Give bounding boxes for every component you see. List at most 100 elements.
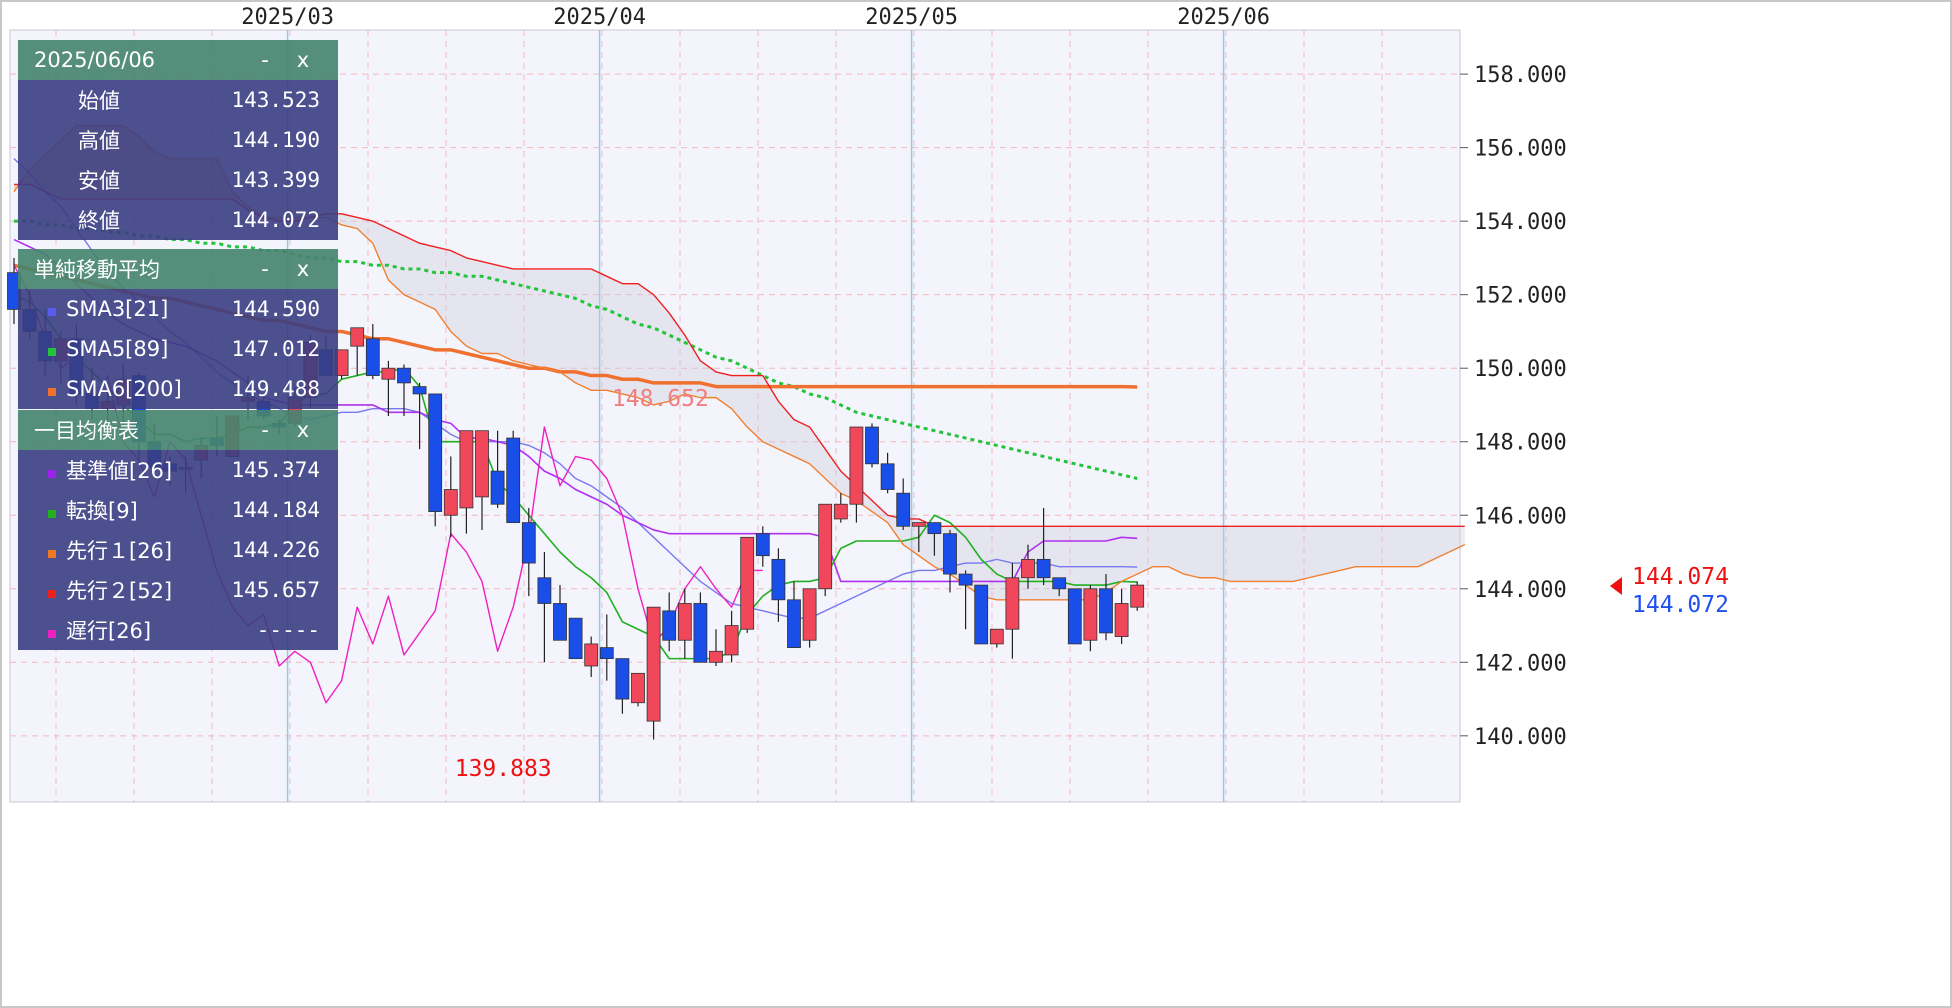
close-button[interactable]: x <box>296 418 310 442</box>
candle-body <box>350 327 365 347</box>
candle-body <box>412 386 427 395</box>
ichimoku-cloud <box>1215 526 1231 582</box>
ohlc-row-value: 144.190 <box>231 128 320 152</box>
candle-body <box>802 588 817 641</box>
sma-row: SMA6[200] 149.488 <box>18 369 338 409</box>
price-tag: 144.072 <box>1632 592 1729 618</box>
y-tick-label: 144.000 <box>1474 578 1567 603</box>
sma-panel-title: 単純移動平均 <box>34 258 160 282</box>
legend-swatch-icon <box>48 550 56 558</box>
ichimoku-cloud <box>872 500 888 523</box>
close-button[interactable]: x <box>296 257 310 281</box>
candle-body <box>537 577 552 604</box>
candle-body <box>818 503 833 590</box>
candle-body <box>1083 588 1098 641</box>
candle <box>818 503 833 597</box>
y-tick-label: 146.000 <box>1474 504 1567 529</box>
candle <box>490 430 505 508</box>
ichimoku-cloud <box>372 221 389 280</box>
candle <box>755 526 770 567</box>
ohlc-row-label-text: 高値 <box>78 129 120 153</box>
candle <box>787 581 801 648</box>
y-tick-label: 142.000 <box>1474 651 1567 676</box>
candle <box>475 430 489 530</box>
candle <box>693 592 708 663</box>
ohlc-row: 高値 144.190 <box>18 120 338 160</box>
candle-body <box>1114 603 1129 637</box>
price-tag: 144.074 <box>1632 564 1729 590</box>
candle-body <box>1021 558 1035 579</box>
candle-body <box>911 522 926 527</box>
legend-swatch-icon <box>48 630 56 638</box>
ichimoku-row: 基準値[26] 145.374 <box>18 450 338 490</box>
price-annotation: 139.883 <box>455 756 552 782</box>
candle <box>943 529 957 593</box>
legend-swatch-icon <box>48 308 56 316</box>
x-tick-label: 2025/06 <box>1177 5 1270 30</box>
candle-body <box>568 617 583 660</box>
candle-body <box>397 367 411 384</box>
candle <box>459 430 474 534</box>
candle <box>771 548 786 622</box>
ichimoku-cloud <box>1418 526 1434 567</box>
candle <box>537 552 552 663</box>
candle-body <box>849 426 864 505</box>
ichimoku-cloud <box>1230 526 1247 582</box>
ichimoku-cloud <box>482 261 498 354</box>
candle-body <box>521 522 536 564</box>
candle <box>1005 563 1020 659</box>
candle-body <box>724 625 739 656</box>
candle <box>381 360 396 416</box>
candle <box>397 364 411 416</box>
candle-body <box>974 584 989 645</box>
ohlc-row: 安値 143.399 <box>18 160 338 200</box>
candle <box>1052 577 1067 597</box>
candle <box>1083 585 1098 652</box>
ichimoku-cloud <box>794 419 810 464</box>
candle <box>1130 581 1145 611</box>
minimize-button[interactable]: - <box>261 418 269 442</box>
close-button[interactable]: x <box>296 48 310 72</box>
candle <box>599 614 614 681</box>
sma-row-value: 149.488 <box>231 377 320 401</box>
ichimoku-row: 遅行[26] ----- <box>18 610 338 650</box>
ichimoku-cloud <box>575 268 592 391</box>
ichimoku-cloud <box>716 371 732 409</box>
candle-body <box>662 610 677 641</box>
minimize-button[interactable]: - <box>261 48 269 72</box>
candle-body <box>677 603 692 641</box>
ichimoku-cloud <box>1386 526 1403 567</box>
ichimoku-cloud <box>1449 526 1465 553</box>
ichimoku-row: 転換[9] 144.184 <box>18 490 338 530</box>
x-tick-label: 2025/04 <box>553 5 646 30</box>
ichimoku-row-label-text: 先行１[26] <box>66 539 173 563</box>
sma-row-value: 147.012 <box>231 337 320 361</box>
ichimoku-row-label: 遅行[26] <box>34 615 257 645</box>
y-tick-label: 156.000 <box>1474 137 1567 162</box>
ichimoku-cloud <box>622 283 638 398</box>
candle <box>412 382 427 450</box>
candle <box>521 507 536 597</box>
candle <box>506 430 521 524</box>
candle <box>740 536 755 633</box>
ohlc-panel: 2025/06/06 - x 始値 143.523 高値 144.190 安値 143.3… <box>18 40 338 240</box>
ichimoku-cloud <box>450 250 467 347</box>
candle <box>350 327 365 376</box>
candle-body <box>833 503 848 520</box>
candle-body <box>755 533 770 557</box>
ichimoku-cloud <box>1324 526 1340 575</box>
candle <box>833 493 848 523</box>
candle-body <box>631 672 645 704</box>
ichimoku-row: 先行２[52] 145.657 <box>18 570 338 610</box>
candle <box>911 522 926 553</box>
ichimoku-row-label: 基準値[26] <box>34 455 231 485</box>
ichimoku-cloud <box>341 213 358 229</box>
sma-row-label-text: SMA6[200] <box>66 377 182 401</box>
candle-body <box>381 367 396 380</box>
y-tick-label: 148.000 <box>1474 431 1567 456</box>
sma-row-label: SMA3[21] <box>34 297 231 321</box>
candle <box>958 570 973 630</box>
ichimoku-cloud <box>1293 526 1309 582</box>
minimize-button[interactable]: - <box>261 257 269 281</box>
legend-swatch-icon <box>48 388 56 396</box>
